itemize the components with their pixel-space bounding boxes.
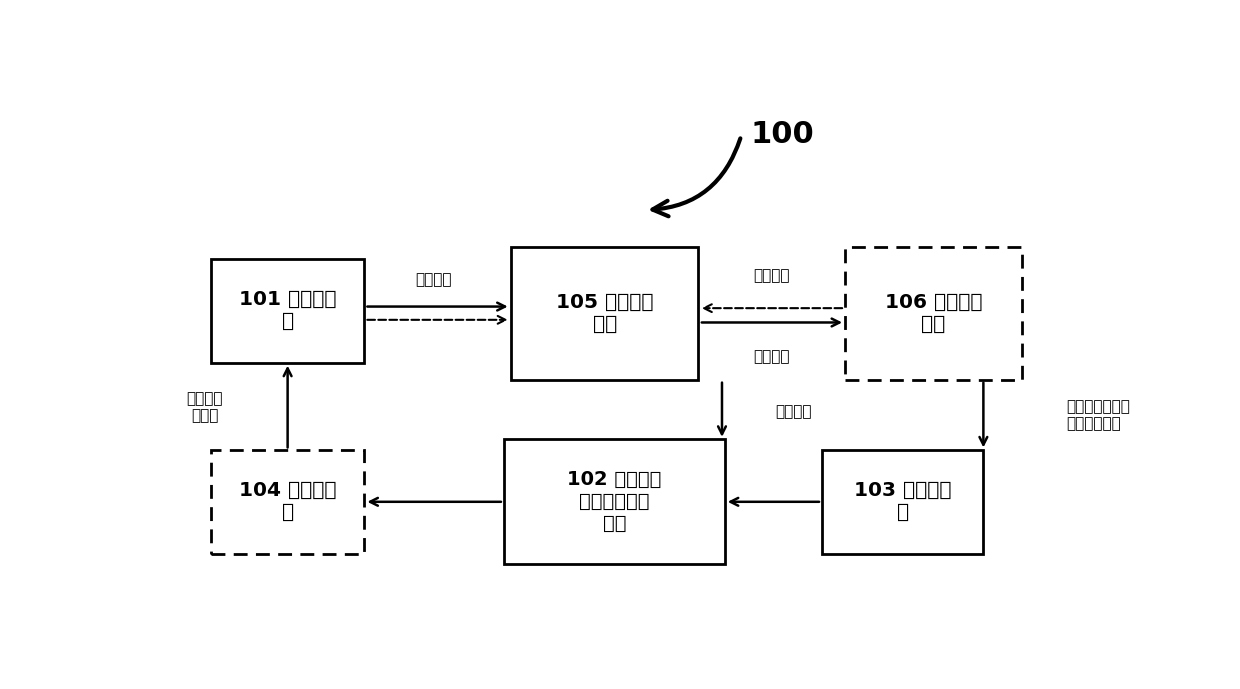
Bar [211,259,365,362]
Text: 遥控指令: 遥控指令 [754,268,790,283]
Text: 轨道、姿
态驱动: 轨道、姿 态驱动 [187,391,223,424]
Text: 102 卫星姿态
和轨道动力学
模型: 102 卫星姿态 和轨道动力学 模型 [567,471,662,533]
Text: 101 动态模拟
器: 101 动态模拟 器 [239,290,336,331]
Text: 遥测反馈，包括
指令、转速等: 遥测反馈，包括 指令、转速等 [1066,399,1130,431]
Bar [822,450,983,553]
Bar [211,450,365,553]
Bar [511,247,698,380]
Text: 106 地面综测
系统: 106 地面综测 系统 [884,293,982,334]
Bar [503,440,725,564]
Bar [844,247,1022,380]
Text: 105 集成状态
卫星: 105 集成状态 卫星 [556,293,653,334]
Text: 103 执行器模
型: 103 执行器模 型 [854,482,951,522]
Text: 遥测参数: 遥测参数 [754,349,790,364]
Text: 104 敏感器模
型: 104 敏感器模 型 [239,482,336,522]
Text: 动态激励: 动态激励 [415,272,451,287]
Text: 时间基准: 时间基准 [775,404,811,419]
Text: 100: 100 [751,120,815,149]
